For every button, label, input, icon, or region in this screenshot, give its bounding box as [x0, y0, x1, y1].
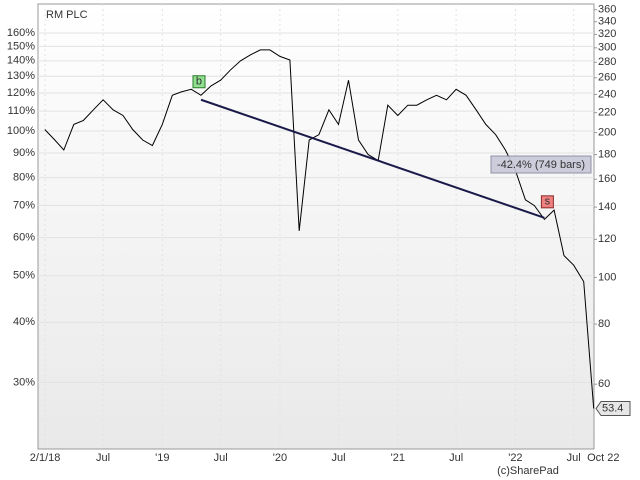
y2-tick-label: 200: [598, 126, 616, 138]
y-tick-label: 110%: [8, 105, 36, 117]
last-price-label: 53.4: [602, 402, 623, 414]
y2-tick-label: 360: [598, 4, 616, 16]
y2-tick-label: 160: [598, 173, 616, 185]
y-tick-label: 120%: [7, 87, 35, 99]
x-tick-label: '20: [273, 452, 287, 464]
y2-tick-label: 80: [598, 318, 610, 330]
y2-tick-label: 220: [598, 107, 616, 119]
y2-tick-label: 260: [598, 72, 616, 84]
plot-area: [37, 3, 595, 450]
y-tick-label: 150%: [7, 40, 35, 52]
y-tick-label: 100%: [7, 125, 35, 137]
x-tick-label: '21: [391, 452, 405, 464]
chart-title: RM PLC: [46, 9, 88, 21]
x-tick-label: Jul: [567, 452, 581, 464]
y2-tick-label: 300: [598, 42, 616, 54]
x-tick-label: Jul: [332, 452, 346, 464]
y2-tick-label: 280: [598, 56, 616, 68]
buy-label: b: [196, 76, 202, 88]
y-tick-label: 160%: [7, 27, 35, 39]
trend-label: -42.4% (749 bars): [497, 159, 585, 171]
y2-tick-label: 240: [598, 88, 616, 100]
y-tick-label: 30%: [13, 376, 35, 388]
y2-tick-label: 100: [598, 271, 616, 283]
y2-tick-label: 140: [598, 201, 616, 213]
y2-tick-label: 340: [598, 16, 616, 28]
sell-label: s: [545, 196, 551, 208]
x-tick-label: Jul: [96, 452, 110, 464]
y-tick-label: 80%: [13, 172, 35, 184]
y2-tick-label: 60: [598, 378, 610, 390]
y-tick-label: 140%: [7, 55, 35, 67]
trend-label-box: [490, 155, 592, 174]
y2-tick-label: 120: [598, 233, 616, 245]
y-tick-label: 50%: [13, 270, 35, 282]
x-tick-label: 2/1/18: [30, 452, 61, 464]
x-tick-label: Jul: [214, 452, 228, 464]
y-tick-label: 70%: [13, 199, 35, 211]
y-tick-label: 130%: [7, 70, 35, 82]
sell-marker: [540, 195, 554, 209]
y2-tick-label: 180: [598, 148, 616, 160]
trend-line: [200, 98, 545, 219]
buy-marker: [192, 75, 206, 89]
y-tick-label: 60%: [13, 232, 35, 244]
y-tick-label: 90%: [13, 147, 35, 159]
y-tick-label: 40%: [13, 316, 35, 328]
x-tick-label: Jul: [449, 452, 463, 464]
price-line: [44, 49, 595, 409]
x-tick-label: Oct 22: [587, 452, 619, 464]
x-tick-label: '19: [155, 452, 169, 464]
last-price-tag: [595, 401, 631, 417]
watermark: (c)SharePad: [497, 465, 559, 477]
x-tick-label: '22: [508, 452, 522, 464]
y2-tick-label: 320: [598, 28, 616, 40]
